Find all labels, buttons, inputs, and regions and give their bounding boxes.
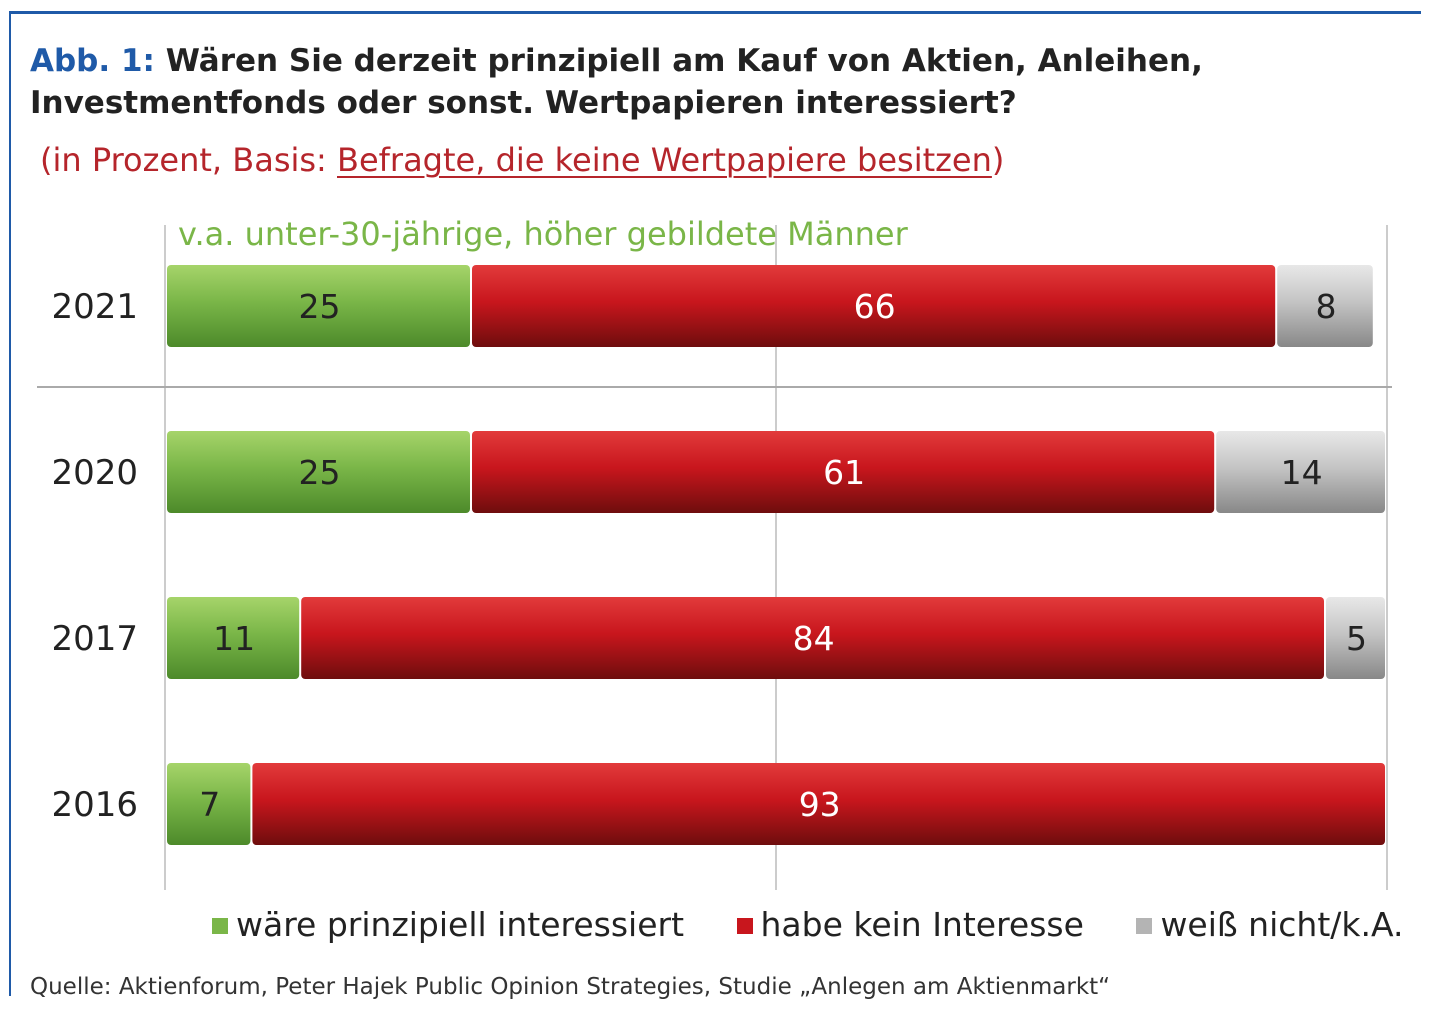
subtitle-basis: Befragte, die keine Wertpapiere besitzen: [337, 141, 992, 179]
bar-2021-no-interest: [472, 265, 1276, 347]
bar-2021-interested: [167, 265, 470, 347]
source-note: Quelle: Aktienforum, Peter Hajek Public …: [30, 974, 1111, 1000]
legend-label-dont-know: weiß nicht/k.A.: [1160, 905, 1404, 944]
frame-top-rule: [9, 11, 1421, 14]
value-label-2020-no-interest: 61: [823, 453, 865, 492]
year-label-2016: 2016: [51, 785, 138, 825]
value-label-2021-no-interest: 66: [854, 287, 896, 326]
legend-label-interested: wäre prinzipiell interessiert: [236, 905, 685, 944]
figure-subtitle: (in Prozent, Basis: Befragte, die keine …: [40, 141, 1004, 179]
bar-2017-interested: [167, 597, 300, 679]
stacked-bar-chart: v.a. unter-30-jährige, höher gebildete M…: [37, 215, 1392, 890]
bar-2020-interested: [167, 431, 470, 513]
frame-left-rule: [9, 11, 11, 996]
annotation-text: v.a. unter-30-jährige, höher gebildete M…: [178, 215, 909, 253]
subtitle-prefix: (in Prozent, Basis:: [40, 141, 337, 179]
value-label-2016-no-interest: 93: [799, 785, 841, 824]
legend-label-no-interest: habe kein Interesse: [760, 905, 1084, 944]
legend-item-dont-know: weiß nicht/k.A.: [1136, 905, 1403, 944]
legend-swatch-gray: [1136, 918, 1153, 934]
value-label-2017-dont-know: 5: [1346, 619, 1367, 658]
bar-2016-no-interest: [252, 763, 1385, 845]
year-label-2021: 2021: [51, 287, 138, 327]
bar-2017-dont-know: [1326, 597, 1385, 679]
legend-item-no-interest: habe kein Interesse: [736, 905, 1084, 944]
bar-2020-no-interest: [472, 431, 1215, 513]
year-label-2020: 2020: [51, 453, 138, 493]
legend-item-interested: wäre prinzipiell interessiert: [212, 905, 684, 944]
subtitle-suffix: ): [991, 141, 1005, 179]
value-label-2020-interested: 25: [299, 453, 341, 492]
legend-swatch-red: [736, 918, 753, 934]
value-label-2020-dont-know: 14: [1281, 453, 1323, 492]
legend: wäre prinzipiell interessiert habe kein …: [212, 905, 1435, 944]
figure-number: Abb. 1:: [30, 43, 155, 79]
value-label-2021-interested: 25: [299, 287, 341, 326]
value-label-2021-dont-know: 8: [1316, 287, 1337, 326]
year-label-2017: 2017: [51, 619, 138, 659]
figure-question: Wären Sie derzeit prinzipiell am Kauf vo…: [30, 43, 1203, 121]
bars-group: 2021 25 66 8 2020 25 61 14 2017 11 84 5 2016 7 93: [51, 265, 1385, 845]
bar-2021-dont-know: [1277, 265, 1373, 347]
bar-2017-no-interest: [301, 597, 1324, 679]
figure-title: Abb. 1: Wären Sie derzeit prinzipiell am…: [30, 40, 1410, 124]
value-label-2016-interested: 7: [199, 785, 220, 824]
bar-2020-dont-know: [1216, 431, 1385, 513]
bar-2016-interested: [167, 763, 251, 845]
value-label-2017-no-interest: 84: [793, 619, 835, 658]
legend-swatch-green: [212, 918, 228, 934]
value-label-2017-interested: 11: [213, 619, 255, 658]
